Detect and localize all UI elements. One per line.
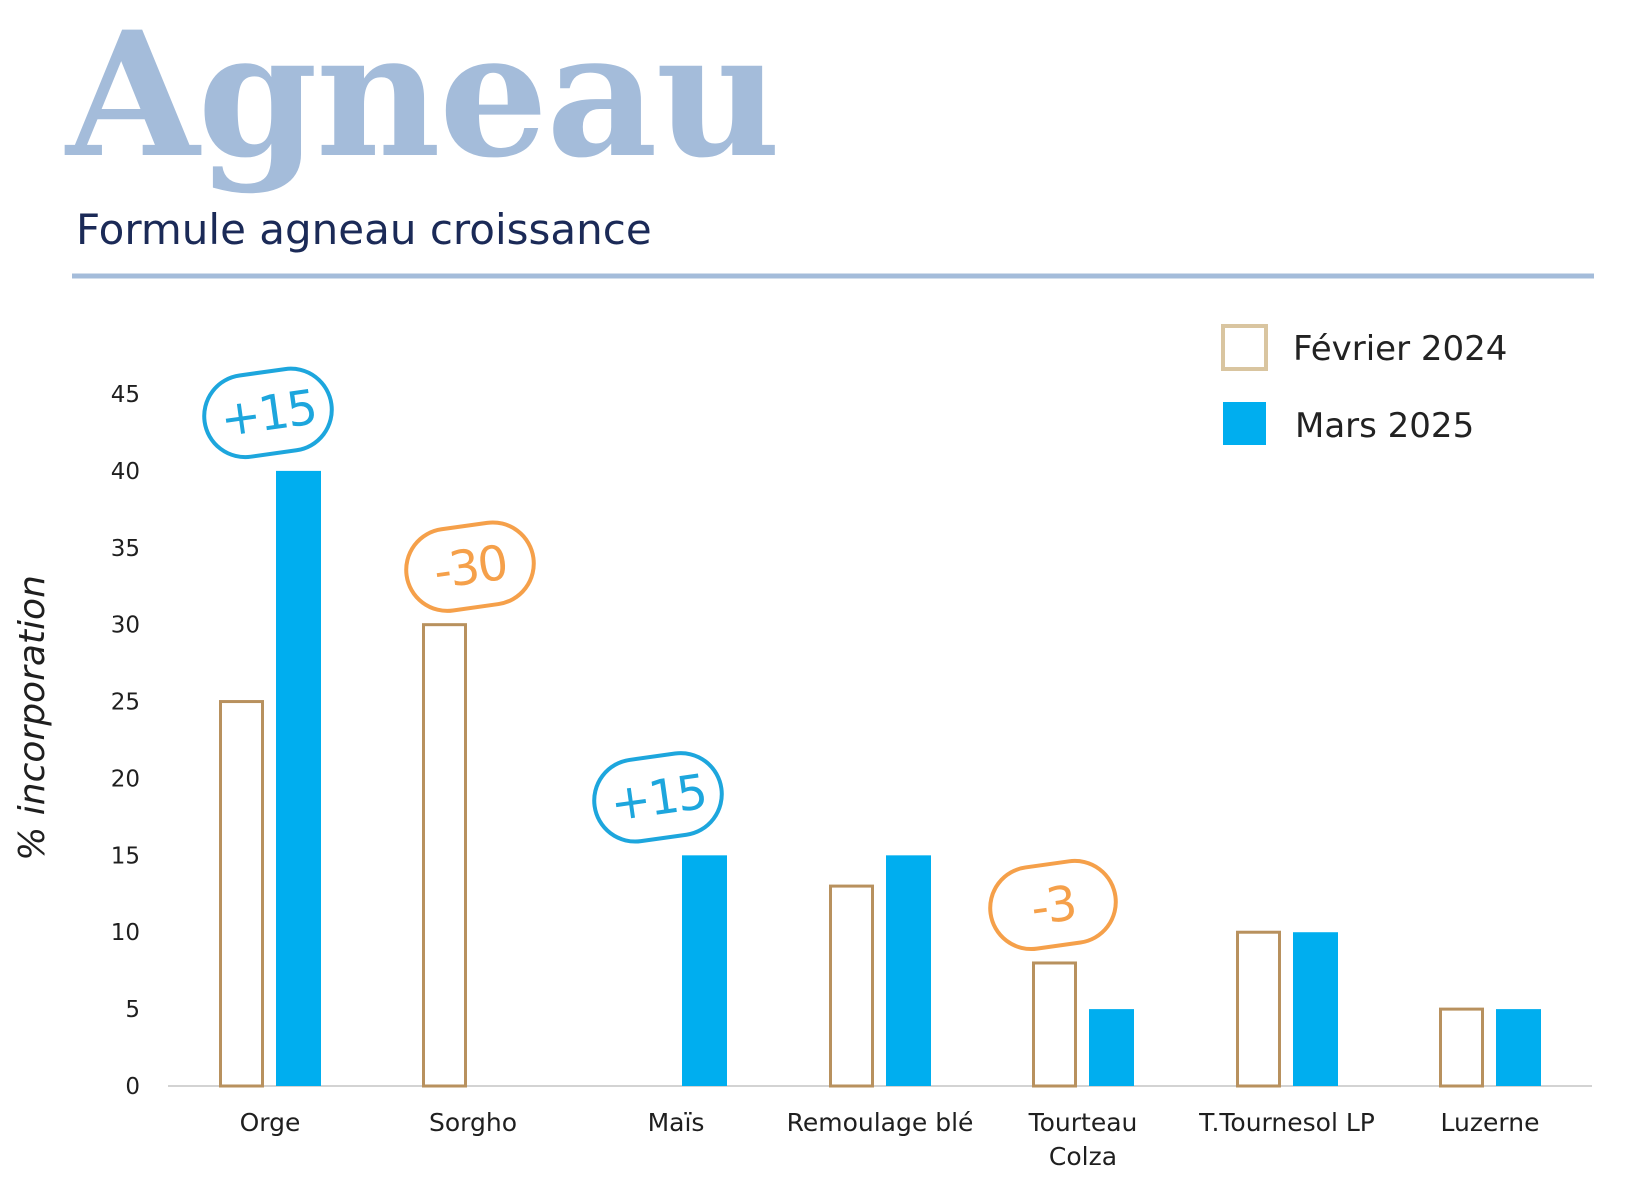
y-tick-label: 5 xyxy=(125,997,140,1023)
y-tick-label: 20 xyxy=(111,766,140,792)
bar-mars-2025 xyxy=(886,855,931,1086)
change-badges: +15 -30 +15 -3 xyxy=(202,366,1118,952)
y-tick-label: 35 xyxy=(111,536,140,562)
change-badge-decrease: -30 xyxy=(404,520,536,613)
bar-mars-2025 xyxy=(276,470,321,1086)
change-badge-outline xyxy=(592,751,724,844)
x-category-label: Tourteau xyxy=(1028,1108,1138,1137)
change-badge-text: +15 xyxy=(607,764,709,833)
bar-fevrier-2024 xyxy=(1439,1007,1484,1088)
legend-label-fevrier: Février 2024 xyxy=(1293,329,1507,369)
bar-fevrier-2024 xyxy=(422,623,467,1088)
y-tick-label: 45 xyxy=(111,382,140,408)
change-badge-text: +15 xyxy=(217,380,319,449)
y-axis-ticks: 0 5 10 15 20 25 30 35 40 45 xyxy=(111,382,140,1100)
change-badge-text: -30 xyxy=(430,535,509,601)
x-category-label: T.Tournesol LP xyxy=(1198,1108,1375,1137)
bar-fevrier-2024 xyxy=(1236,930,1281,1088)
bar-fevrier-2024 xyxy=(1032,961,1077,1088)
change-badge-outline xyxy=(988,858,1118,952)
y-tick-label: 40 xyxy=(111,459,140,485)
x-category-label: Orge xyxy=(240,1108,301,1137)
bar-mars-2025 xyxy=(1496,1009,1541,1086)
x-category-label: Sorgho xyxy=(429,1108,517,1137)
page-title: Agneau xyxy=(64,0,779,196)
x-category-label: Colza xyxy=(1049,1142,1117,1171)
change-badge-text: -3 xyxy=(1028,875,1079,937)
x-category-label: Remoulage blé xyxy=(787,1108,974,1137)
y-axis-label: % incorporation xyxy=(12,575,53,861)
y-tick-label: 25 xyxy=(111,690,140,716)
bars-group xyxy=(219,470,1541,1088)
bar-mars-2025 xyxy=(1293,932,1338,1086)
x-axis-labels: Orge Sorgho Maïs Remoulage blé Tourteau Colza… xyxy=(240,1108,1540,1171)
y-axis-title: % incorporation xyxy=(12,575,53,861)
legend: Février 2024 Mars 2025 xyxy=(1221,324,1507,446)
change-badge-outline xyxy=(202,366,334,460)
y-tick-label: 30 xyxy=(111,613,140,639)
page-subtitle: Formule agneau croissance xyxy=(76,205,652,254)
x-category-label: Luzerne xyxy=(1441,1108,1540,1137)
legend-swatch-fevrier xyxy=(1221,324,1268,371)
bar-fevrier-2024 xyxy=(829,884,874,1088)
change-badge-outline xyxy=(404,520,536,613)
legend-swatch-mars xyxy=(1223,402,1266,445)
y-tick-label: 10 xyxy=(111,920,140,946)
y-tick-label: 0 xyxy=(125,1074,140,1100)
bar-mars-2025 xyxy=(1089,1009,1134,1086)
change-badge-increase: +15 xyxy=(592,751,724,844)
bar-mars-2025 xyxy=(682,855,727,1086)
x-category-label: Maïs xyxy=(648,1108,705,1137)
change-badge-increase: +15 xyxy=(202,366,334,460)
change-badge-decrease: -3 xyxy=(988,858,1118,952)
y-tick-label: 15 xyxy=(111,843,140,869)
bar-fevrier-2024 xyxy=(219,700,264,1088)
legend-label-mars: Mars 2025 xyxy=(1295,406,1474,446)
